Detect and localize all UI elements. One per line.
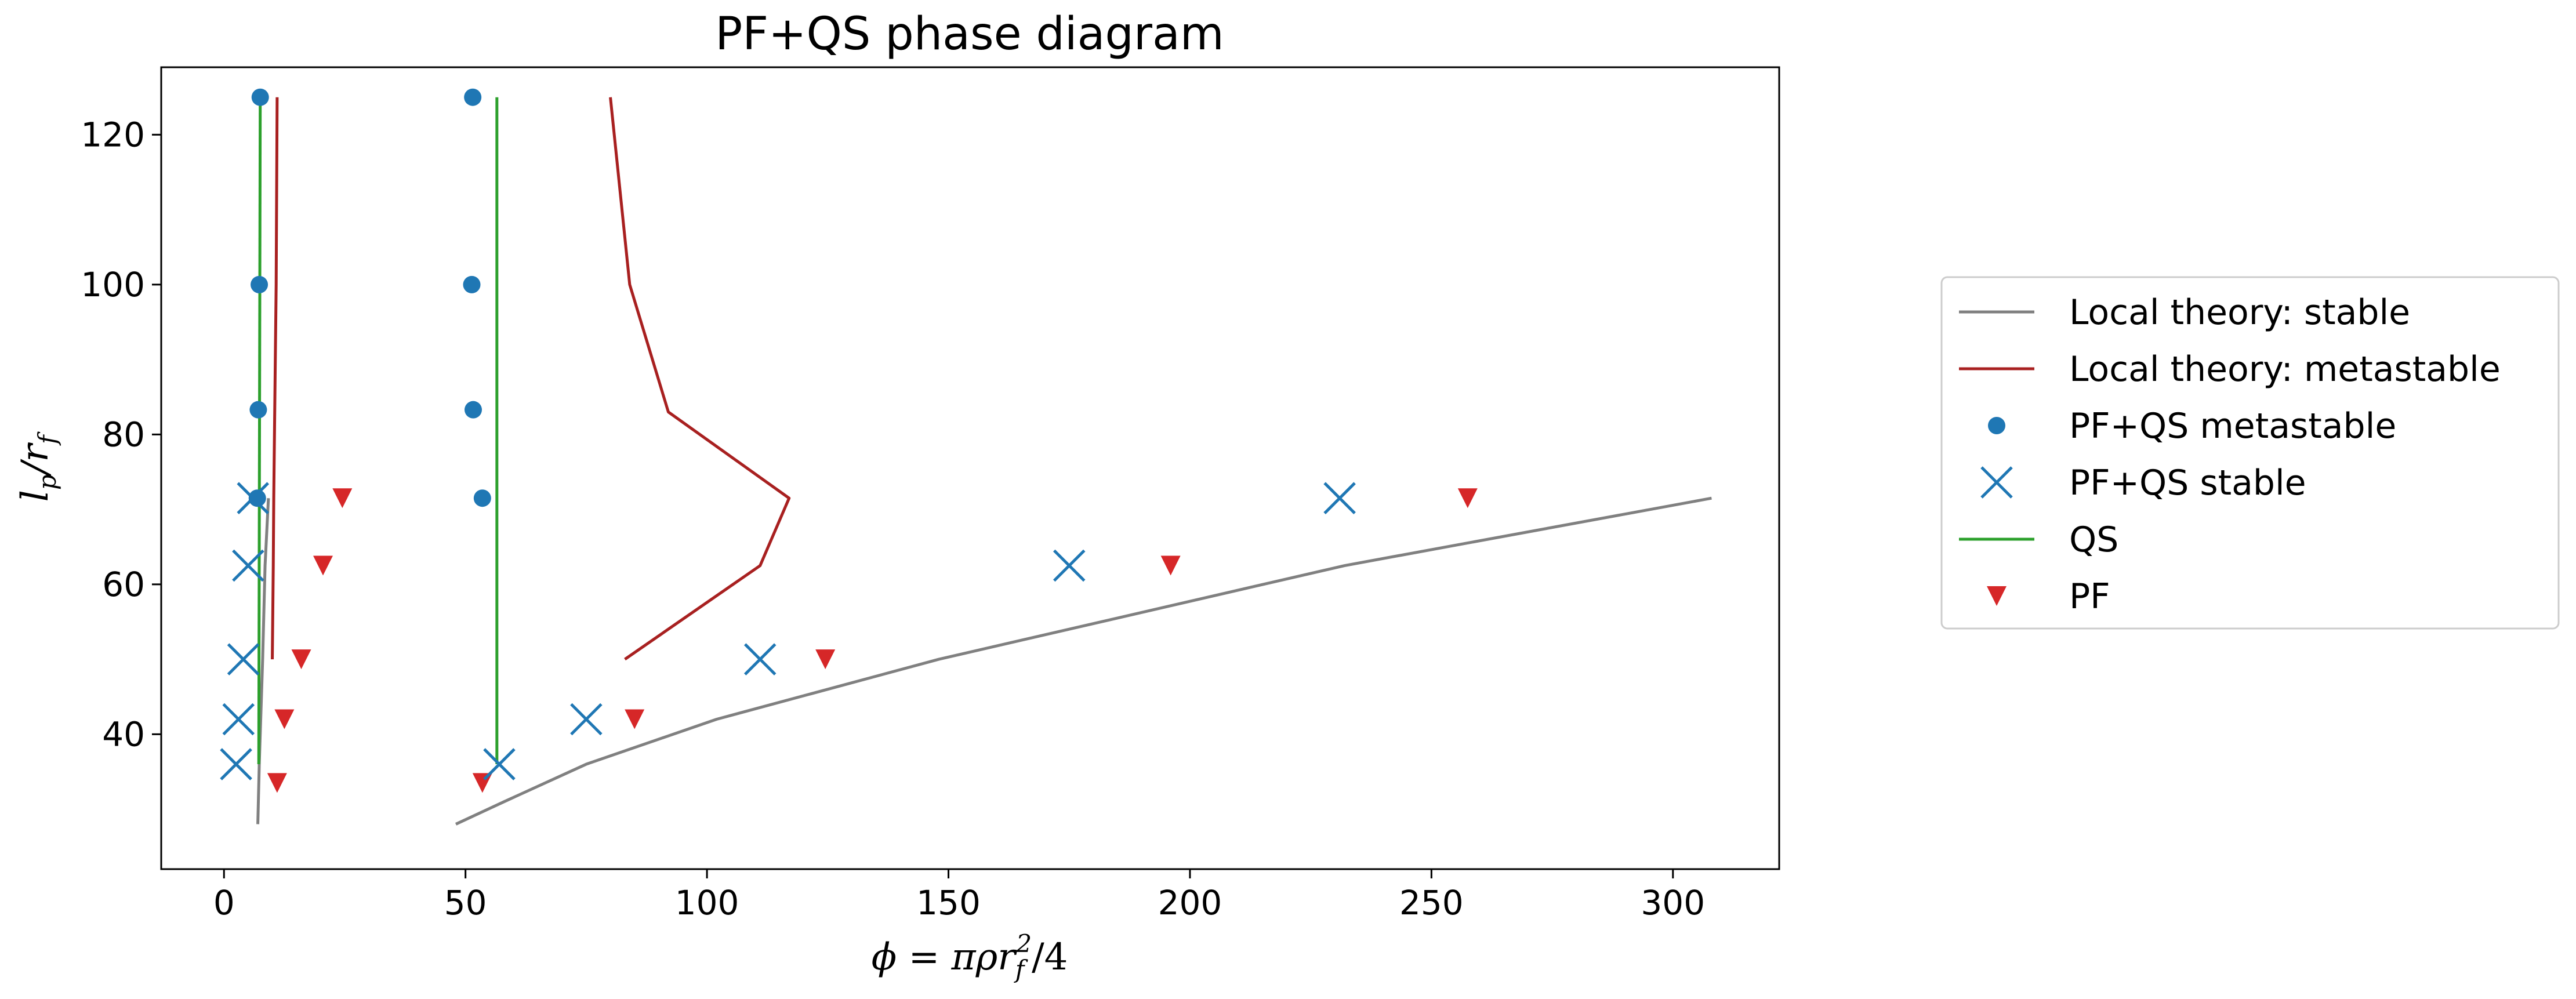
legend-pf-qs-stable-label: PF+QS stable: [2069, 463, 2306, 503]
local-theory-stable-line-1: [256, 498, 270, 824]
pf-qs-stable-point: [227, 643, 260, 675]
x-tick-label: 150: [916, 883, 981, 922]
pf-qs-stable-point: [483, 748, 516, 780]
pf-point: [625, 709, 645, 729]
x-tick-label: 300: [1641, 883, 1705, 922]
pf-qs-stable-point: [222, 703, 255, 736]
pf-qs-metastable-point: [248, 489, 266, 507]
pf-qs-metastable-point: [249, 401, 267, 419]
x-tick-label: 0: [213, 883, 235, 922]
pf-point: [815, 649, 836, 670]
pf-point: [1457, 488, 1478, 508]
y-axis-label: lp/rf: [14, 431, 61, 502]
x-tick-label: 250: [1399, 883, 1464, 922]
pf-point: [274, 709, 295, 729]
legend-pf-qs-metastable-swatch: [1988, 417, 2005, 434]
pf-point: [332, 488, 353, 508]
local-theory-stable-line-2: [455, 496, 1712, 826]
pf-qs-stable-point: [220, 748, 252, 780]
qs-line-1: [257, 97, 262, 765]
pf-qs-metastable-point: [463, 275, 481, 293]
pf-qs-stable-point: [1323, 482, 1356, 514]
pf-qs-stable-point: [1053, 549, 1086, 582]
legend-pf-swatch: [1987, 586, 2007, 606]
pf-qs-stable-point: [570, 703, 603, 736]
pf-qs-metastable-point: [465, 401, 482, 419]
pf-qs-stable-point: [237, 482, 270, 514]
x-axis-label: ϕ = πρrf2/4: [872, 929, 1068, 983]
pf-point: [291, 649, 311, 670]
pf-qs-metastable-point: [464, 88, 482, 106]
legend-pf-label: PF: [2069, 576, 2110, 617]
legend-pf-qs-metastable-label: PF+QS metastable: [2069, 406, 2396, 446]
x-tick-label: 50: [444, 883, 487, 922]
chart-title: PF+QS phase diagram: [715, 8, 1224, 60]
pf-point: [1160, 555, 1181, 576]
legend-local-theory-metastable-label: Local theory: metastable: [2069, 349, 2501, 390]
local-theory-metastable-line-1: [271, 97, 279, 660]
legend: Local theory: stable Local theory: metast…: [1940, 276, 2560, 630]
legend-local-theory-stable-label: Local theory: stable: [2069, 292, 2410, 333]
legend-qs-label: QS: [2069, 520, 2118, 560]
y-tick-label: 80: [102, 415, 145, 454]
y-tick-label: 40: [102, 714, 145, 754]
x-tick-label: 200: [1158, 883, 1222, 922]
y-tick-label: 120: [81, 115, 145, 154]
pf-qs-stable-point: [232, 549, 264, 582]
x-tick-label: 100: [675, 883, 739, 922]
pf-point: [313, 555, 333, 576]
axes: 0 50 100 150 200 250 300 40 60 80 100 120: [81, 115, 1705, 922]
y-tick-label: 60: [102, 565, 145, 604]
local-theory-metastable-line-2: [609, 97, 791, 661]
pf-qs-metastable-point: [251, 88, 269, 106]
pf-qs-stable-point: [743, 643, 777, 675]
legend-pf-qs-stable-swatch: [1980, 466, 2013, 499]
plot-frame: [160, 66, 1780, 870]
legend-box: [1940, 276, 2560, 630]
plot-area: [220, 88, 1712, 826]
pf-qs-metastable-point: [473, 489, 491, 507]
pf-qs-metastable-point: [251, 275, 269, 293]
y-tick-label: 100: [81, 265, 145, 304]
pf-point: [267, 773, 287, 793]
